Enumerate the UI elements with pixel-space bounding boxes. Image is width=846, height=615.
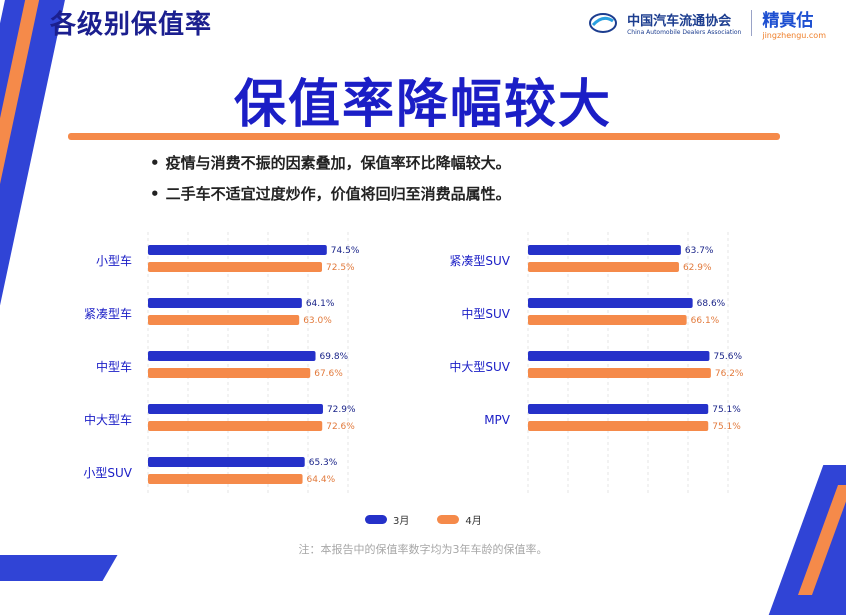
data-label: 72.5% [326,263,355,273]
data-label: 68.6% [697,299,726,309]
bullet-text: 疫情与消费不振的因素叠加，保值率环比降幅较大。 [165,154,511,172]
category-label: 中大型车 [84,412,132,427]
data-label: 67.6% [314,369,343,379]
data-label: 75.1% [712,405,741,415]
category-label: 中大型SUV [449,359,510,374]
bar-april [148,368,311,378]
org-name-cn: 中国汽车流通协会 [627,14,732,29]
data-label: 64.1% [306,299,335,309]
brand-logo: 精真估 jingzhengu.com [762,6,826,40]
bar-april [528,262,679,272]
bar-april [528,368,711,378]
bar-april [148,421,323,431]
bullet-list: • 疫情与消费不振的因素叠加，保值率环比降幅较大。 • 二手车不适宜过度炒作，价值将… [150,152,511,214]
data-label: 63.7% [685,246,714,256]
data-label: 72.6% [326,422,355,432]
bar-march [528,351,710,361]
cada-logo-icon [589,13,618,33]
header-title: 各级别保值率 [50,10,213,40]
data-label: 62.9% [683,263,712,273]
legend-item-march: 3月 [365,512,409,527]
bar-march [148,298,302,308]
data-label: 63.0% [303,316,332,326]
category-label: 中型SUV [461,306,510,321]
bar-march [528,404,709,414]
bar-march [148,457,305,467]
data-label: 69.8% [320,352,349,362]
data-label: 76.2% [715,369,744,379]
legend-swatch-march [365,515,387,524]
logo-divider [751,10,753,36]
category-label: 紧凑型车 [84,306,132,321]
category-label: 中型车 [96,359,132,374]
bullet-item: • 疫情与消费不振的因素叠加，保值率环比降幅较大。 [150,154,511,172]
bar-chart: 小型车 74.5% 72.5% 紧凑型车 64.1% 63.0% 中型车 69.8% 67.6%… [83,232,744,495]
bar-march [148,351,316,361]
data-label: 65.3% [309,458,338,468]
bullet-text: 二手车不适宜过度炒作，价值将回归至消费品属性。 [165,185,511,203]
data-label: 72.9% [327,405,356,415]
bar-april [528,421,709,431]
bar-march [528,298,693,308]
data-label: 75.6% [713,352,742,362]
legend-label-march: 3月 [393,516,410,527]
category-label: 小型SUV [83,466,132,480]
brand-name-cn: 精真估 [762,11,814,31]
category-label: 紧凑型SUV [449,254,510,268]
footnote: 注：本报告中的保值率数字均为3年车龄的保值率。 [298,543,548,556]
legend-item-april: 4月 [437,512,482,527]
category-label: MPV [484,413,511,427]
bar-march [148,404,323,414]
data-label: 75.1% [712,422,741,432]
data-label: 64.4% [307,475,336,485]
chart-legend: 3月 4月 [365,512,482,527]
bar-march [148,245,327,255]
org-name-en: China Automobile Dealers Association [627,29,742,36]
page-title: 保值率降幅较大 [233,75,612,135]
legend-label-april: 4月 [465,516,482,527]
bar-april [528,315,687,325]
data-label: 74.5% [331,246,360,256]
bar-april [148,474,303,484]
data-label: 66.1% [691,316,720,326]
bullet-item: • 二手车不适宜过度炒作，价值将回归至消费品属性。 [150,185,511,203]
cada-text: 中国汽车流通协会 China Automobile Dealers Associ… [627,10,741,36]
category-label: 小型车 [96,253,132,268]
bar-april [148,315,300,325]
logo-area: 中国汽车流通协会 China Automobile Dealers Associ… [589,6,826,40]
bar-march [528,245,681,255]
brand-name-en: jingzhengu.com [762,31,826,40]
legend-swatch-april [437,515,460,524]
bar-april [148,262,322,272]
title-underline [68,133,780,140]
